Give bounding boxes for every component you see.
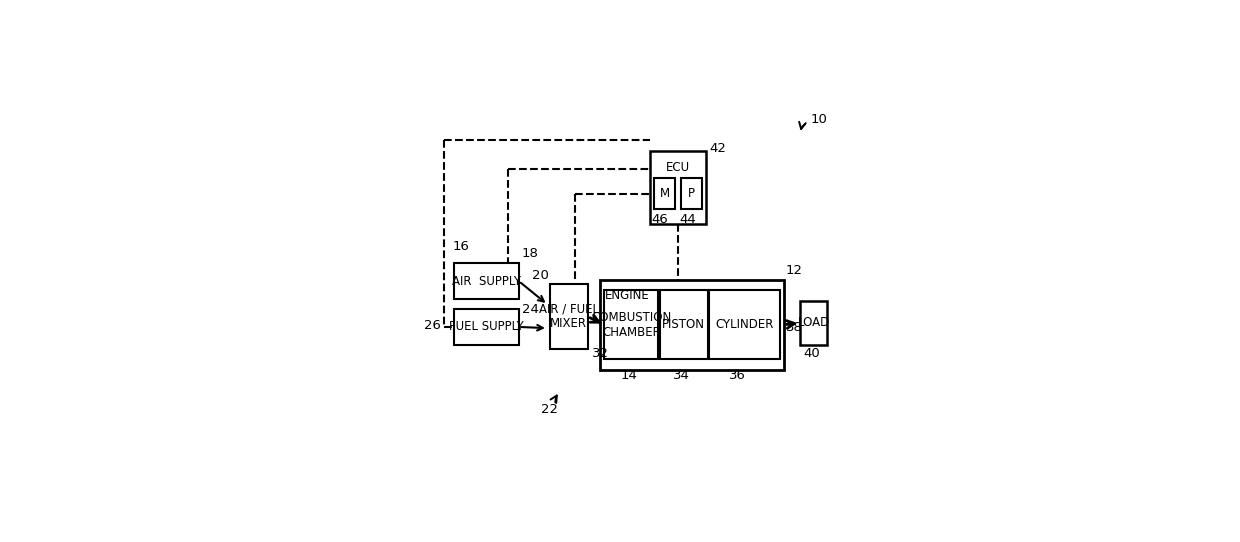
Text: ECU: ECU xyxy=(666,161,691,174)
Text: 38: 38 xyxy=(786,321,802,334)
Bar xyxy=(650,151,707,224)
Text: LOAD: LOAD xyxy=(797,316,830,329)
Text: 22: 22 xyxy=(542,403,558,416)
Text: 32: 32 xyxy=(591,347,609,360)
Text: 16: 16 xyxy=(453,240,470,253)
Text: 26: 26 xyxy=(424,319,440,332)
Text: 34: 34 xyxy=(673,370,689,383)
Text: 14: 14 xyxy=(621,370,637,383)
Text: 40: 40 xyxy=(804,347,821,360)
Text: CYLINDER: CYLINDER xyxy=(715,318,774,331)
Text: M: M xyxy=(660,187,670,200)
Bar xyxy=(551,284,588,349)
Text: AIR / FUEL
MIXER: AIR / FUEL MIXER xyxy=(538,302,599,331)
Text: P: P xyxy=(688,187,696,200)
Bar xyxy=(655,178,675,209)
Bar xyxy=(709,291,780,359)
Bar xyxy=(682,178,702,209)
Bar xyxy=(604,291,658,359)
Text: COMBUSTION
CHAMBER: COMBUSTION CHAMBER xyxy=(591,311,671,339)
Text: 42: 42 xyxy=(709,142,727,155)
Text: 10: 10 xyxy=(811,113,827,126)
Text: 36: 36 xyxy=(729,370,746,383)
Bar xyxy=(454,309,518,345)
Text: FUEL SUPPLY: FUEL SUPPLY xyxy=(449,320,523,333)
Text: 46: 46 xyxy=(651,213,668,226)
Text: 18: 18 xyxy=(522,247,539,260)
Text: 44: 44 xyxy=(680,213,696,226)
Bar xyxy=(454,263,518,299)
Bar xyxy=(660,291,708,359)
Text: AIR  SUPPLY: AIR SUPPLY xyxy=(451,274,521,287)
Text: 24: 24 xyxy=(522,302,539,315)
Text: PISTON: PISTON xyxy=(662,318,706,331)
Bar xyxy=(600,280,784,370)
Text: 20: 20 xyxy=(532,269,548,282)
Bar xyxy=(800,301,827,345)
Text: ENGINE: ENGINE xyxy=(605,289,650,302)
Text: 12: 12 xyxy=(786,264,802,278)
